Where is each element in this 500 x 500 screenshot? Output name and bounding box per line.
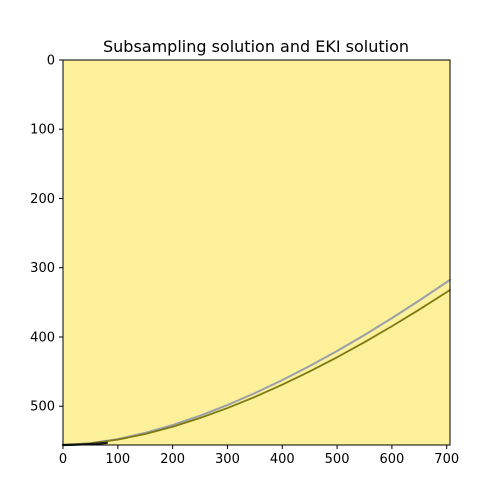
x-tick-label: 400 — [270, 452, 295, 467]
axes-frame — [62, 59, 451, 446]
y-tick-label: 300 — [30, 261, 55, 276]
y-tick-label: 500 — [30, 400, 55, 415]
image-background — [63, 60, 450, 445]
plot-area: 0 100 200 300 400 500 600 700 0 100 200 300 400 500 — [30, 54, 459, 468]
y-tick-label: 200 — [30, 192, 55, 207]
x-tick-label: 200 — [160, 452, 185, 467]
series-line-eki — [62, 289, 451, 446]
x-tick-label: 0 — [59, 452, 67, 467]
x-tick-label: 100 — [105, 452, 130, 467]
x-tick-label: 700 — [434, 452, 459, 467]
y-tick-label: 100 — [30, 123, 55, 138]
y-tick-label: 400 — [30, 330, 55, 345]
y-tick-label: 0 — [47, 54, 55, 69]
x-tick-label: 500 — [325, 452, 350, 467]
x-tick-label: 600 — [379, 452, 404, 467]
x-tick-label: 300 — [215, 452, 240, 467]
chart-title: Subsampling solution and EKI solution — [103, 37, 409, 56]
